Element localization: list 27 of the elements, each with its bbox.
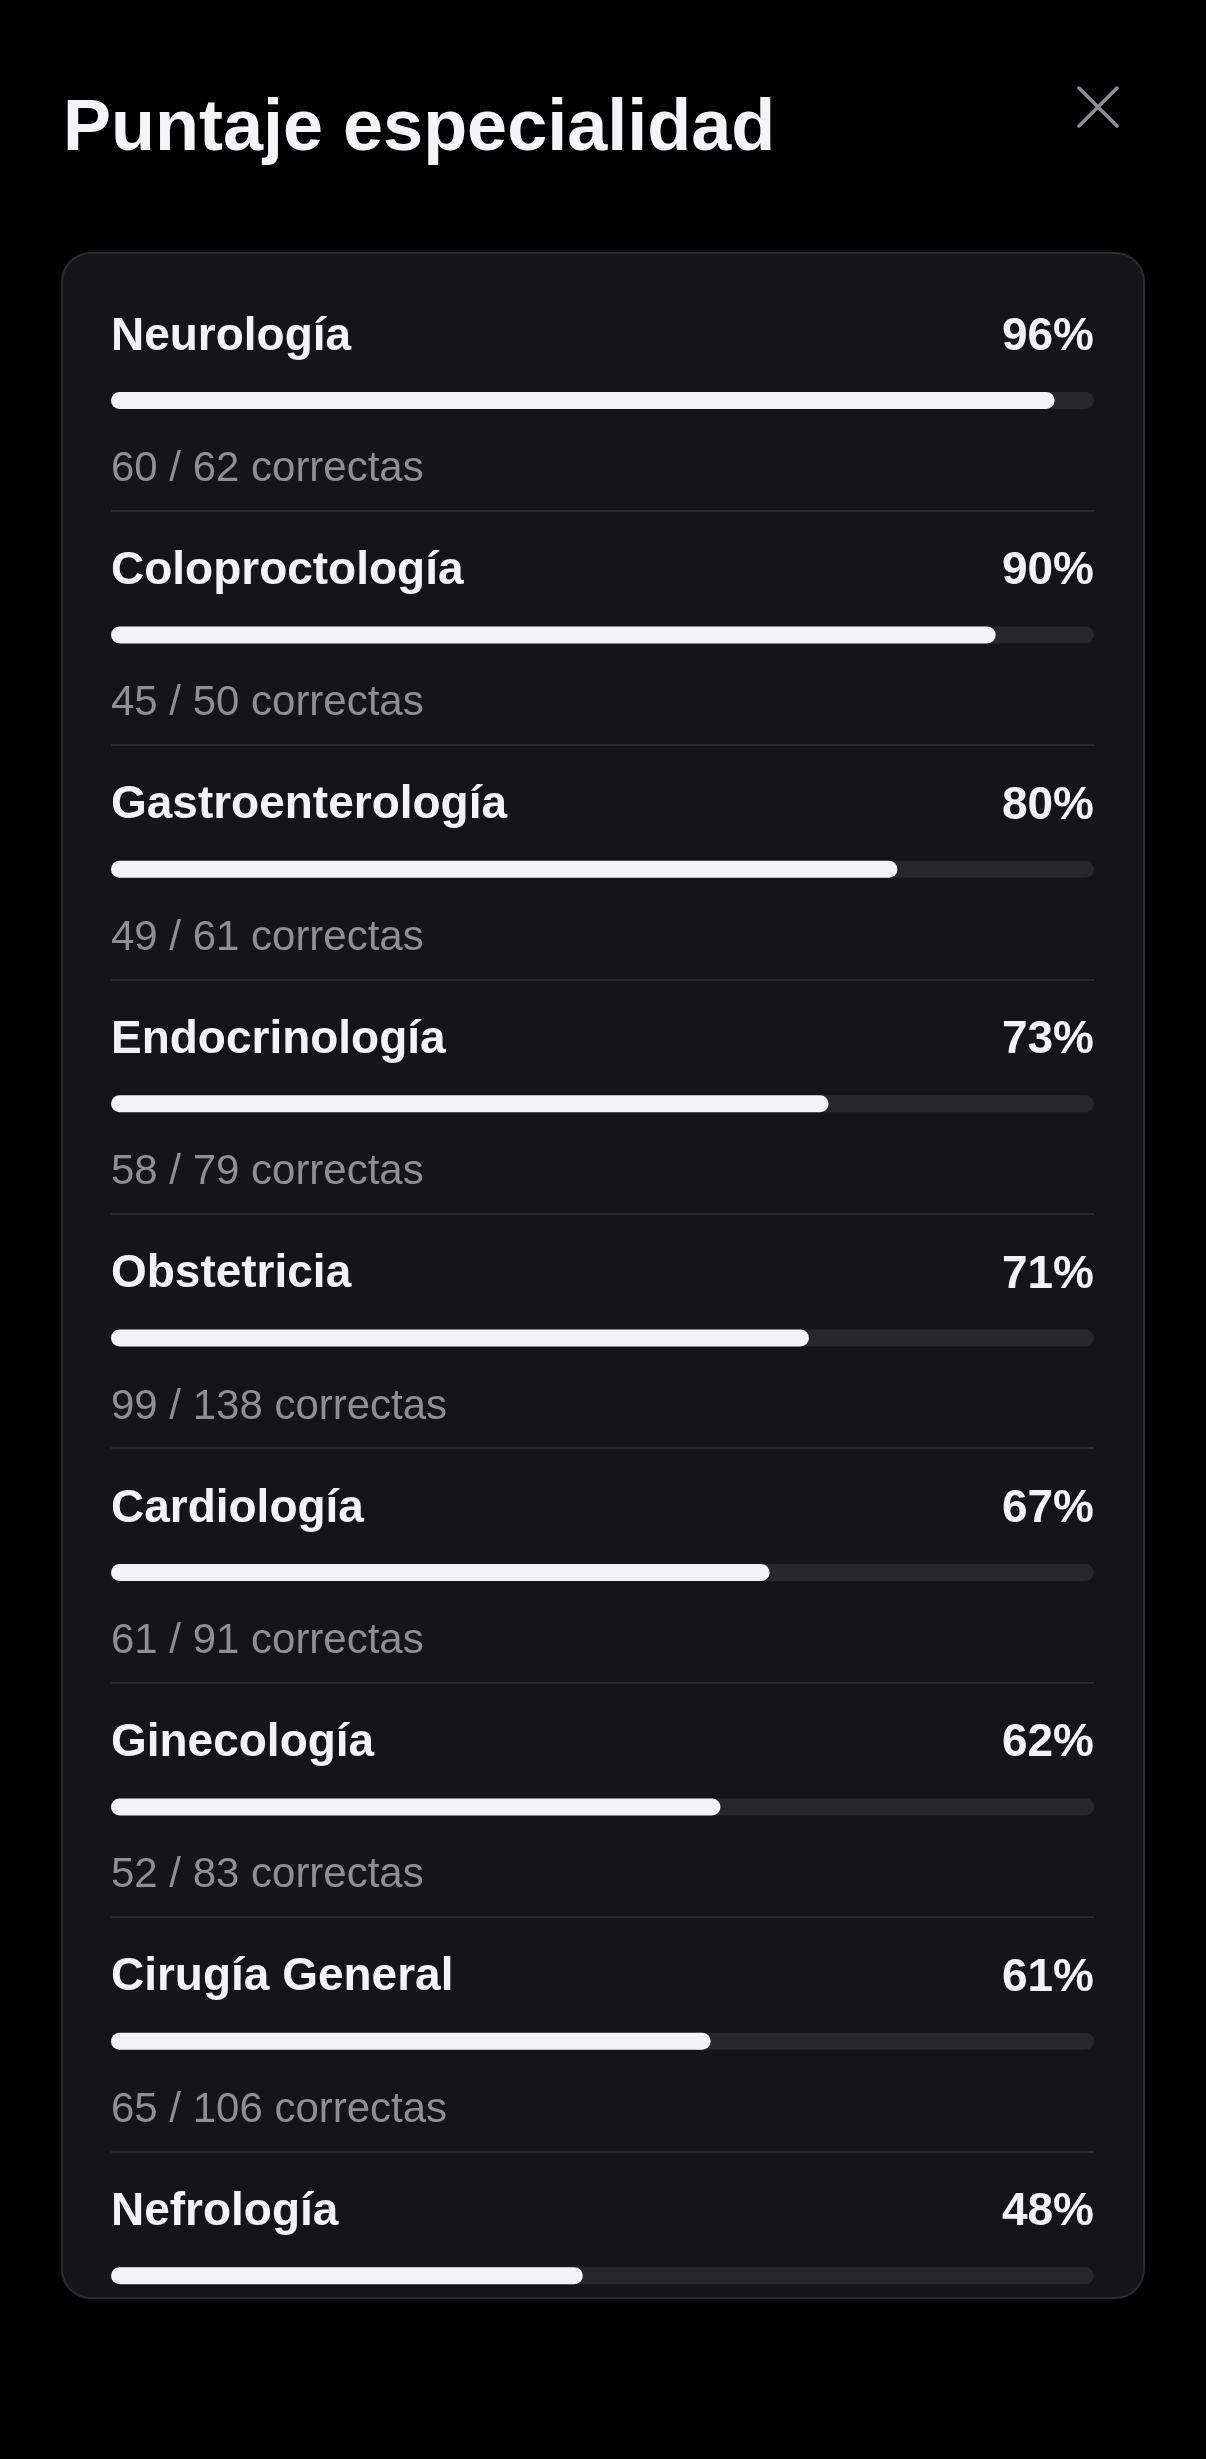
y-tick-label: Neurología [111, 307, 352, 360]
y-tick-label: Cirugía General [111, 1948, 454, 2001]
data-label: 80% [1001, 776, 1094, 829]
annotation: 58 / 79 correctas [111, 1146, 424, 1194]
y-tick-label: Gastroenterología [111, 776, 508, 829]
annotation: 61 / 91 correctas [111, 1615, 424, 1662]
annotation: 45 / 50 correctas [111, 677, 424, 725]
data-label: 71% [1001, 1245, 1094, 1298]
data-label: 90% [1001, 542, 1094, 595]
data-label: 48% [1001, 2183, 1094, 2236]
chart-title: Puntaje especialidad [63, 85, 776, 165]
annotation: 60 / 62 correctas [111, 443, 424, 490]
data-label: 67% [1001, 1480, 1094, 1532]
annotation: 52 / 83 correctas [111, 1849, 424, 1897]
y-tick-label: Endocrinología [111, 1010, 447, 1063]
y-tick-label: Obstetricia [111, 1245, 352, 1298]
annotation: 49 / 61 correctas [111, 911, 424, 959]
annotation: 65 / 106 correctas [111, 2083, 448, 2131]
data-label: 96% [1001, 308, 1094, 360]
data-label: 62% [1001, 1714, 1094, 1767]
data-label: 73% [1001, 1011, 1094, 1064]
y-tick-label: Nefrología [111, 2182, 339, 2235]
y-tick-label: Coloproctología [111, 542, 464, 595]
annotation: 99 / 138 correctas [111, 1380, 448, 1428]
y-tick-label: Cardiología [111, 1479, 365, 1532]
y-tick-label: Ginecología [111, 1714, 375, 1767]
data-label: 61% [1001, 1948, 1094, 2001]
